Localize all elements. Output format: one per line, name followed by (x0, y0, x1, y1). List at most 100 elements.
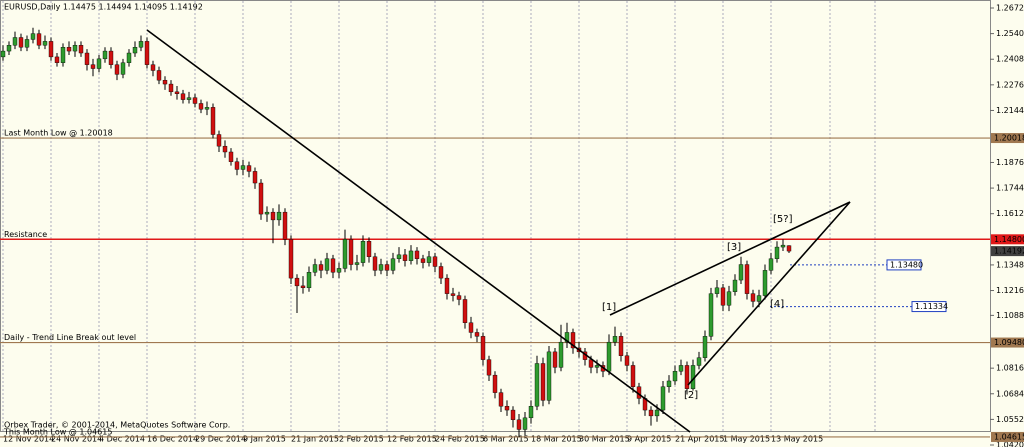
candle-body (300, 285, 306, 289)
candle-body (564, 332, 570, 343)
x-tick-label: 12 Feb 2015 (387, 435, 437, 444)
candle-body (732, 279, 738, 292)
candle-body (774, 246, 780, 259)
candle-body (768, 258, 774, 271)
candle-body (48, 41, 54, 58)
candle-body (12, 37, 18, 46)
candle-body (240, 165, 246, 170)
candle-body (684, 365, 690, 389)
candle-body (246, 165, 252, 172)
y-tick-label: 1.16120 (996, 209, 1024, 218)
y-tick-label: 1.24080 (996, 55, 1024, 64)
candle-body (402, 254, 408, 261)
level-name: This Month Low @ 1.04615 (3, 427, 112, 436)
candle-body (54, 56, 60, 63)
wave-label: [1] (602, 302, 616, 313)
candle-body (534, 363, 540, 407)
y-tick-label: 1.22760 (996, 80, 1024, 89)
candle-body (66, 46, 72, 52)
candle-body (780, 244, 786, 248)
marker-label: 1.11334 (915, 302, 948, 311)
x-tick-label: 21 Apr 2015 (675, 435, 724, 444)
candle-body (654, 409, 660, 417)
candle-body (156, 70, 162, 81)
candle-body (174, 91, 180, 94)
candle-body (276, 211, 282, 221)
candle-body (744, 264, 750, 294)
candle-body (90, 64, 96, 69)
candle-body (504, 405, 510, 411)
y-tick-label: 1.12160 (996, 286, 1024, 295)
y-tick-label: 1.26720 (996, 4, 1024, 13)
candle-body (444, 277, 450, 294)
candle-body (492, 374, 498, 393)
candle-body (738, 264, 744, 281)
chart-title: EURUSD,Daily 1.14475 1.14494 1.14095 1.1… (4, 3, 203, 12)
candle-body (324, 258, 330, 271)
trend-line (146, 29, 691, 433)
candle-body (756, 295, 762, 302)
price-box (991, 234, 1024, 245)
candle-body (708, 293, 714, 337)
wave-label: [2] (684, 390, 698, 401)
candle-body (312, 264, 318, 273)
price-box (991, 337, 1024, 348)
candle-body (234, 161, 240, 170)
price-box (991, 133, 1024, 144)
candle-body (264, 211, 270, 215)
candle-body (318, 264, 324, 271)
candle-body (648, 409, 654, 417)
candle-body (36, 33, 42, 46)
candle-body (498, 392, 504, 407)
level-name: Resistance (4, 230, 47, 239)
candle-body (786, 245, 792, 252)
y-tick-label: 1.13480 (996, 260, 1024, 269)
candle-body (426, 256, 432, 263)
candle-body (702, 336, 708, 358)
candle-body (6, 45, 12, 52)
x-tick-label: 16 Dec 2014 (147, 435, 198, 444)
candle-body (114, 64, 120, 75)
candle-body (306, 272, 312, 289)
candles (0, 27, 792, 438)
candle-body (594, 365, 600, 368)
candle-body (78, 45, 84, 54)
wave-label: [4] (770, 299, 784, 310)
price-box-label: 1.04615 (994, 432, 1024, 441)
candle-body (672, 371, 678, 382)
current-price-box (991, 246, 1024, 257)
x-tick-label: 29 Dec 2014 (195, 435, 246, 444)
candle-body (516, 419, 522, 430)
candle-body (126, 52, 132, 63)
footer: Orbex Trader, © 2001-2014, MetaQuotes So… (4, 421, 230, 430)
candle-body (528, 405, 534, 419)
y-tick-label: 1.18760 (996, 158, 1024, 167)
price-box-label: 1.20018 (994, 134, 1024, 143)
candle-body (108, 50, 114, 65)
candle-body (282, 211, 288, 240)
candle-body (714, 287, 720, 294)
x-tick-label: 1 May 2015 (723, 435, 770, 444)
candle-body (588, 359, 594, 368)
y-tick-label: 1.25400 (996, 29, 1024, 38)
wave-label: [3] (727, 242, 741, 253)
candle-body (330, 258, 336, 273)
candle-body (144, 41, 150, 65)
wave-label: [5?] (773, 214, 793, 225)
x-tick-label: 9 Jan 2015 (243, 435, 286, 444)
trend-line (609, 201, 851, 316)
candle-body (384, 264, 390, 271)
candle-body (372, 256, 378, 271)
candle-body (222, 145, 228, 153)
wave-labels: [1] [2] [3] [4] [5?] (602, 214, 793, 401)
candle-body (696, 357, 702, 366)
candle-body (342, 239, 348, 269)
candle-body (204, 107, 210, 110)
candle-body (726, 291, 732, 306)
candle-body (456, 295, 462, 300)
candle-body (258, 182, 264, 215)
x-tick-label: 2 Feb 2015 (339, 435, 384, 444)
